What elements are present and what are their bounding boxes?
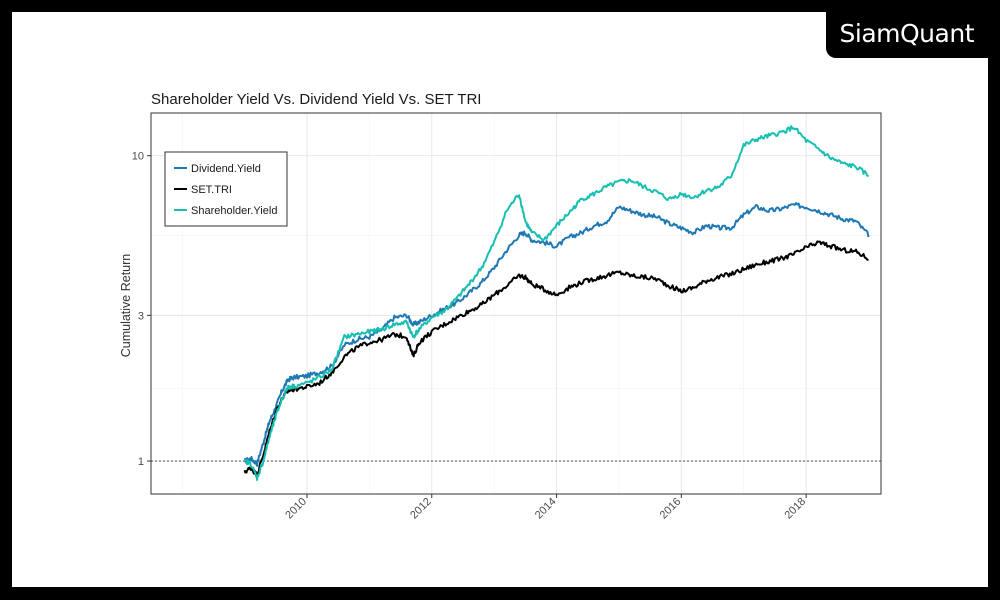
plot-border: [150, 112, 882, 495]
legend-label: Dividend.Yield: [191, 163, 261, 175]
legend-label: Shareholder.Yield: [191, 205, 277, 217]
x-tick-label: 2014: [533, 496, 559, 522]
series-line-set-tri: [243, 240, 869, 479]
legend-label: SET.TRI: [191, 184, 232, 196]
x-tick-label: 2016: [658, 496, 684, 522]
x-tick-label: 2012: [408, 496, 434, 522]
y-tick-label: 3: [138, 310, 144, 322]
y-tick-label: 10: [132, 151, 144, 163]
y-axis-label: Cumulative Return: [119, 254, 133, 358]
plot-area: 1 3 10 2010 2012 2014 2016 2018 Cumulative Retur…: [119, 112, 882, 522]
series-line-dividend-yield: [244, 202, 870, 467]
x-tick-label: 2018: [782, 496, 808, 522]
series-line-shareholder-yield: [243, 125, 869, 481]
siamquant-logo: SiamQuant: [825, 12, 988, 58]
chart-title: Shareholder Yield Vs. Dividend Yield Vs.…: [151, 91, 481, 108]
y-tick-label: 1: [138, 456, 144, 468]
x-tick-label: 2010: [283, 496, 309, 522]
